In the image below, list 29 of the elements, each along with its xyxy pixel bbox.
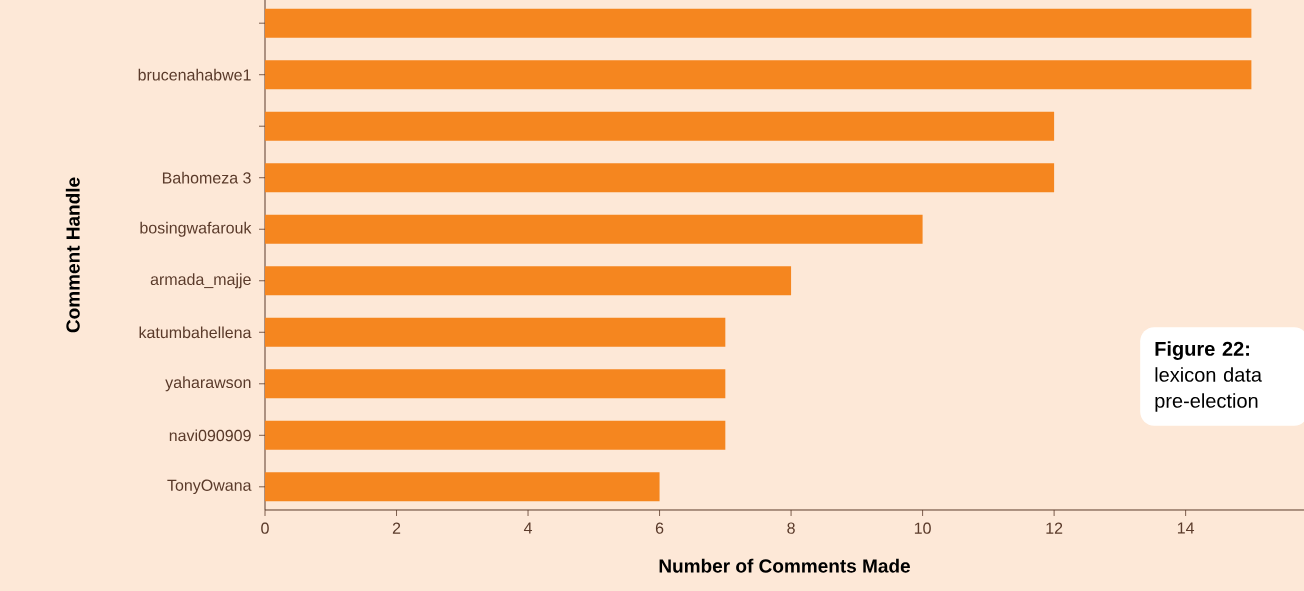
y-tick-label: armada_majje (150, 273, 251, 289)
y-tick-label: navi090909 (169, 429, 251, 442)
x-axis-title: Number of Comments Made (659, 558, 910, 573)
bar (265, 60, 1252, 90)
x-tick-label: 14 (1177, 522, 1195, 534)
bar (265, 317, 726, 347)
y-tick-label: brucenahabwe1 (138, 68, 251, 81)
y-tick-label: katumbahellena (139, 326, 252, 339)
x-tick-label: 10 (914, 522, 931, 534)
bar (265, 8, 1252, 38)
y-tick-label: yaharawson (165, 376, 251, 392)
annotation: Figure 22: lexicon data pre-election (1155, 341, 1263, 412)
y-axis-title: Comment Handle (65, 177, 80, 333)
x-tick-label: 2 (392, 522, 401, 534)
y-tick-label: bosingwafarouk (140, 221, 252, 237)
bar (265, 163, 1055, 193)
bar (265, 266, 792, 296)
x-tick-label: 8 (787, 522, 795, 534)
y-tick-label: TonyOwana (167, 479, 252, 495)
bar (265, 420, 726, 450)
bar (265, 472, 660, 502)
x-tick-label: 0 (261, 522, 269, 534)
x-tick-label: 6 (655, 522, 664, 534)
x-tick-label: 4 (523, 522, 533, 534)
bar (265, 369, 726, 399)
x-tick-label: 12 (1046, 522, 1063, 534)
y-tick-label: Bahomeza 3 (162, 171, 251, 184)
bar (265, 111, 1055, 141)
bar (265, 214, 923, 244)
